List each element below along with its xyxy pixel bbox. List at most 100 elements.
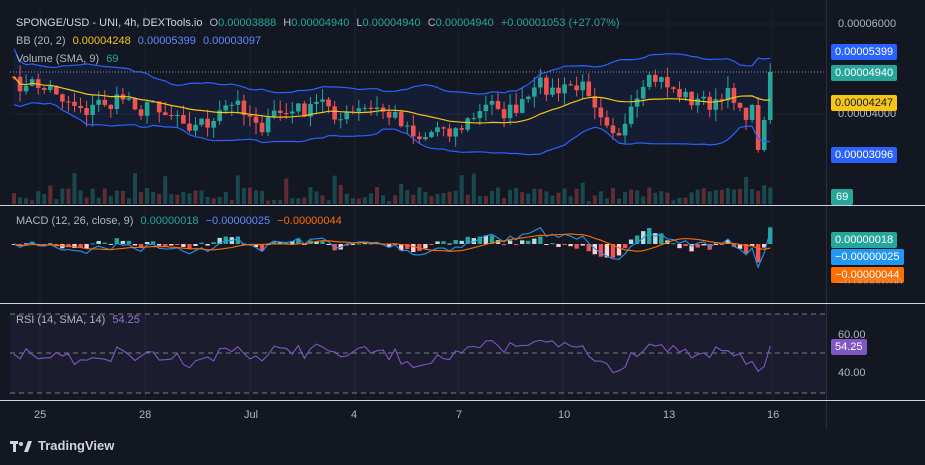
volume-bar-74 xyxy=(459,175,464,204)
macd-hist-bar-107 xyxy=(659,233,664,244)
macd-hist-bar-10 xyxy=(72,244,77,248)
volume-bar-19 xyxy=(126,198,131,204)
rsi-label: RSI (14, SMA, 14) xyxy=(16,314,106,326)
volume-bar-65 xyxy=(405,190,410,204)
volume-bar-116 xyxy=(713,189,718,204)
candle-body-124 xyxy=(761,120,767,150)
volume-bar-83 xyxy=(514,188,519,204)
candle-body-29 xyxy=(187,123,192,131)
volume-bar-76 xyxy=(471,173,476,204)
candle-body-120 xyxy=(737,102,743,108)
candle-body-12 xyxy=(84,108,89,116)
candle-body-71 xyxy=(441,127,446,129)
candle-body-123 xyxy=(755,105,761,150)
volume-bar-103 xyxy=(635,190,640,204)
macd-hist-bar-70 xyxy=(435,241,440,244)
macd-hist-bar-110 xyxy=(677,244,682,249)
candle-body-50 xyxy=(314,101,319,104)
candle-body-101 xyxy=(622,123,628,136)
volume-bar-7 xyxy=(54,199,59,204)
low-value: 0.00004940 xyxy=(362,17,421,29)
candle-body-108 xyxy=(665,77,670,88)
volume-bar-30 xyxy=(193,190,198,204)
macd-hist-bar-32 xyxy=(205,244,210,246)
macd-legend[interactable]: MACD (12, 26, close, 9) 0.00000018 −0.00… xyxy=(16,214,346,228)
volume-bar-113 xyxy=(695,189,700,204)
volume-bar-123 xyxy=(756,190,761,204)
candle-body-15 xyxy=(102,99,108,105)
macd-hist-bar-1 xyxy=(17,244,23,246)
volume-bar-68 xyxy=(423,191,428,204)
candle-body-99 xyxy=(610,125,616,134)
macd-hist-bar-11 xyxy=(78,244,83,248)
macd-hist-bar-94 xyxy=(580,244,585,246)
time-label-4: 4 xyxy=(351,409,358,421)
macd-hist-bar-91 xyxy=(562,244,567,245)
macd-label: MACD (12, 26, close, 9) xyxy=(16,215,134,227)
volume-bar-69 xyxy=(429,196,434,204)
volume-bar-31 xyxy=(199,190,204,204)
rsi-legend[interactable]: RSI (14, SMA, 14) 54.25 xyxy=(16,313,144,327)
volume-bar-34 xyxy=(217,196,222,204)
candle-body-52 xyxy=(326,99,331,107)
candle-body-111 xyxy=(683,91,688,98)
candle-body-19 xyxy=(126,98,132,100)
volume-legend[interactable]: Volume (SMA, 9) 69 xyxy=(16,52,122,66)
tradingview-brand[interactable]: TradingView xyxy=(10,438,114,453)
tradingview-name: TradingView xyxy=(38,438,115,453)
candle-body-73 xyxy=(453,128,458,137)
volume-bar-35 xyxy=(223,191,228,204)
macd-hist-bar-31 xyxy=(199,242,204,244)
candle-body-21 xyxy=(138,109,144,116)
volume-bar-106 xyxy=(653,192,658,204)
candle-body-57 xyxy=(356,108,362,112)
candle-body-94 xyxy=(580,81,585,91)
volume-bar-92 xyxy=(568,196,573,204)
macd-hist-bar-57 xyxy=(356,243,362,245)
volume-bar-47 xyxy=(296,198,301,204)
macd-signal-line xyxy=(13,233,771,252)
candle-body-54 xyxy=(338,119,343,121)
candle-body-116 xyxy=(713,99,719,110)
volume-bar-117 xyxy=(719,189,724,204)
volume-bar-26 xyxy=(169,194,174,204)
candle-body-119 xyxy=(731,87,737,103)
volume-bar-61 xyxy=(381,195,386,204)
candle-body-97 xyxy=(598,107,604,118)
candle-body-68 xyxy=(423,137,428,140)
volume-bar-29 xyxy=(187,193,192,204)
pane-separators[interactable] xyxy=(0,0,925,430)
macd-hist-bar-88 xyxy=(544,244,549,245)
volume-bar-121 xyxy=(744,176,749,204)
candle-body-81 xyxy=(501,109,507,119)
macd-hist-bar-56 xyxy=(350,244,355,245)
macd-hist-bar-86 xyxy=(532,238,537,244)
candle-body-103 xyxy=(634,98,640,107)
volume-bar-49 xyxy=(308,187,313,204)
volume-bar-101 xyxy=(623,192,628,204)
volume-bar-99 xyxy=(610,187,615,204)
volume-bar-95 xyxy=(586,200,591,204)
candle-body-24 xyxy=(156,101,162,113)
bb-legend[interactable]: BB (20, 2) 0.00004248 0.00005399 0.00003… xyxy=(16,34,265,48)
volume-bar-39 xyxy=(247,187,252,204)
macd-hist-bar-18 xyxy=(120,240,126,244)
symbol-title[interactable]: SPONGE/USD - UNI, 4h, DEXTools.io xyxy=(16,17,203,29)
volume-bar-8 xyxy=(60,188,65,204)
macd-hist-bar-97 xyxy=(598,244,604,257)
macd-hist-bar-68 xyxy=(423,244,428,249)
volume-bar-24 xyxy=(157,194,162,204)
macd-hist-bar-73 xyxy=(453,240,458,244)
macd-hist-bar-77 xyxy=(477,236,483,244)
candle-body-10 xyxy=(72,101,77,106)
candle-body-76 xyxy=(471,118,477,120)
macd-hist-bar-50 xyxy=(314,241,319,244)
macd-hist-bar-22 xyxy=(144,241,150,244)
candle-body-114 xyxy=(701,96,706,99)
macd-hist-bar-66 xyxy=(411,244,416,252)
volume-bar-85 xyxy=(526,193,531,204)
bollinger-band-fill xyxy=(14,48,771,155)
candle-body-3 xyxy=(29,79,35,86)
volume-bar-42 xyxy=(266,200,271,204)
